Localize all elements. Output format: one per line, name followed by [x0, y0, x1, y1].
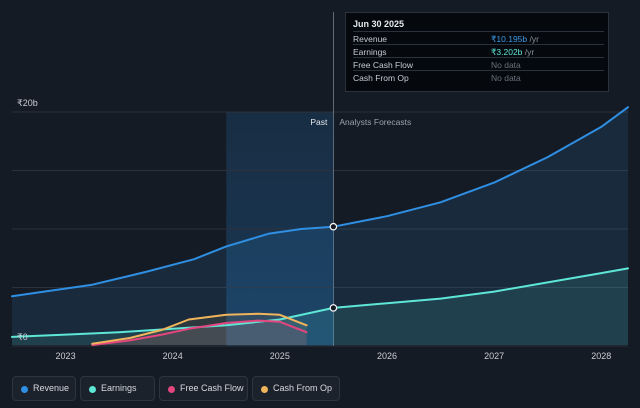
- legend-item-revenue[interactable]: Revenue: [12, 376, 76, 401]
- tooltip-cfo-value: No data: [491, 73, 521, 83]
- cash-from-op-dot-icon: [261, 385, 268, 393]
- legend-item-earnings[interactable]: Earnings: [80, 376, 155, 401]
- revenue-dot-icon: [21, 385, 28, 393]
- tooltip-fcf-value: No data: [491, 60, 521, 70]
- revenue-line: [11, 106, 629, 298]
- legend-earnings-label: Earnings: [101, 383, 137, 393]
- y-tick-label: ₹0: [17, 332, 28, 342]
- legend-item-free-cash-flow[interactable]: Free Cash Flow: [159, 376, 248, 401]
- free-cash-flow-line: [91, 319, 308, 346]
- tooltip-earnings-value-wrap: ₹3.202b /yr: [491, 47, 534, 58]
- tooltip-revenue-value: ₹10.195b: [491, 34, 528, 44]
- tooltip-row-cfo: Cash From Op No data: [353, 70, 604, 84]
- x-tick-label: 2025: [270, 351, 290, 361]
- legend-free-cash-flow-label: Free Cash Flow: [180, 383, 244, 393]
- legend-cash-from-op-label: Cash From Op: [273, 383, 333, 393]
- tooltip-row-revenue: Revenue ₹10.195b /yr: [353, 31, 604, 45]
- x-tick-label: 2026: [377, 351, 397, 361]
- cash-from-op-line: [91, 312, 308, 345]
- tooltip-cfo-label: Cash From Op: [353, 73, 409, 83]
- tooltip-revenue-unit: /yr: [527, 34, 539, 44]
- legend-revenue-label: Revenue: [33, 383, 70, 393]
- tooltip-earnings-unit: /yr: [522, 47, 535, 57]
- legend-item-cash-from-op[interactable]: Cash From Op: [252, 376, 340, 401]
- tooltip-revenue-label: Revenue: [353, 34, 388, 44]
- tooltip-fcf-label: Free Cash Flow: [353, 60, 413, 70]
- x-tick-label: 2027: [484, 351, 504, 361]
- tooltip-earnings-label: Earnings: [353, 47, 387, 57]
- forecast-label: Analysts Forecasts: [339, 117, 411, 127]
- tooltip-earnings-value: ₹3.202b: [491, 47, 523, 57]
- x-tick-label: 2024: [163, 351, 183, 361]
- revenue-marker: [329, 222, 338, 231]
- tooltip-row-fcf: Free Cash Flow No data: [353, 57, 604, 71]
- y-tick-label: ₹20b: [17, 98, 38, 108]
- revenue-area: [12, 107, 628, 345]
- hover-tooltip: Jun 30 2025 Revenue ₹10.195b /yr Earning…: [345, 12, 609, 92]
- free-cash-flow-area: [92, 320, 307, 345]
- x-tick-label: 2023: [56, 351, 76, 361]
- free-cash-flow-dot-icon: [168, 385, 175, 393]
- tooltip-date: Jun 30 2025: [353, 19, 405, 29]
- past-label: Past: [310, 117, 328, 127]
- earnings-dot-icon: [89, 385, 96, 393]
- earnings-area: [12, 268, 628, 345]
- tooltip-revenue-value-wrap: ₹10.195b /yr: [491, 34, 539, 45]
- tooltip-row-earnings: Earnings ₹3.202b /yr: [353, 44, 604, 58]
- earnings-marker: [329, 304, 338, 312]
- x-tick-label: 2028: [591, 351, 611, 361]
